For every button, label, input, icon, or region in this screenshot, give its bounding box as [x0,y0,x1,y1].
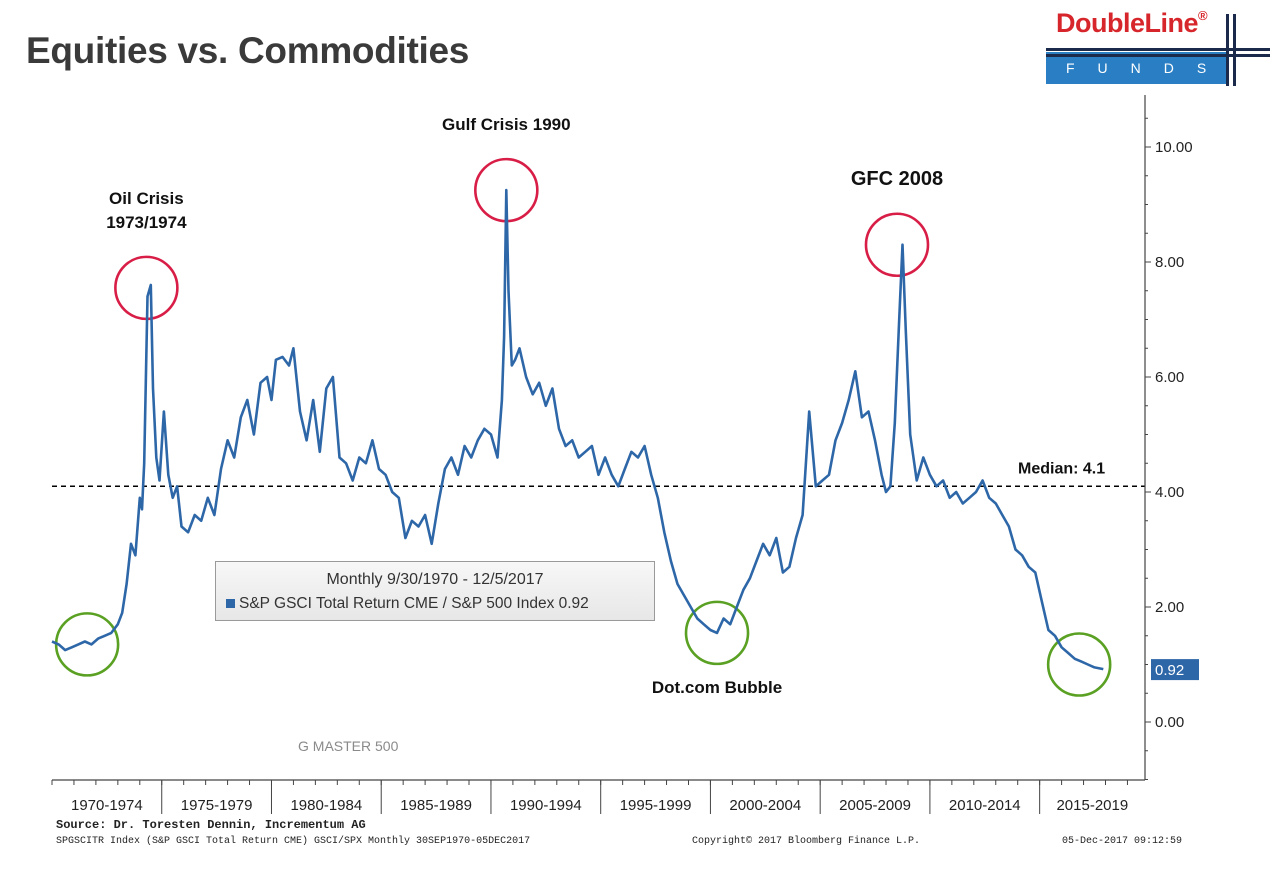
x-tick-label: 1995-1999 [620,797,692,814]
logo-vline-2 [1233,14,1236,86]
last-value-label: 0.92 [1155,662,1184,679]
x-tick-label: 2000-2004 [729,797,801,814]
page-title: Equities vs. Commodities [26,30,470,71]
annotation-label: Oil Crisis [109,189,184,208]
annotation-label: 1973/1974 [106,213,187,232]
legend-box: Monthly 9/30/1970 - 12/5/2017 S&P GSCI T… [215,561,655,621]
y-tick-label: 2.00 [1155,599,1184,616]
copyright: Copyright© 2017 Bloomberg Finance L.P. [692,836,921,847]
median-label: Median: 4.1 [1018,460,1105,477]
trough-circle [1046,632,1112,697]
logo-funds: FUNDS [1066,60,1230,76]
logo-vline-1 [1226,14,1229,86]
x-tick-label: 2005-2009 [839,797,911,814]
logo-registered-mark: ® [1198,8,1208,23]
x-tick-label: 1985-1989 [400,797,472,814]
y-tick-label: 4.00 [1155,484,1184,501]
series-code: SPGSCITR Index (S&P GSCI Total Return CM… [56,836,531,847]
logo-hline-1 [1046,48,1270,51]
x-tick-label: 2015-2019 [1056,797,1128,814]
annotation-label: Dot.com Bubble [652,678,782,697]
y-tick-label: 6.00 [1155,369,1184,386]
x-tick-label: 2010-2014 [949,797,1021,814]
y-tick-label: 10.00 [1155,139,1193,156]
legend-entry: S&P GSCI Total Return CME / S&P 500 Inde… [239,595,589,612]
x-tick-label: 1970-1974 [71,797,143,814]
legend-swatch [226,599,235,608]
y-tick-label: 0.00 [1155,714,1184,731]
datestamp: 05-Dec-2017 09:12:59 [1062,836,1183,847]
logo-hline-2 [1046,54,1270,57]
series-line [51,188,1104,671]
peak-circle [864,212,930,278]
logo-brand: DoubleLine [1056,8,1199,38]
watermark: G MASTER 500 [298,738,399,754]
trough-circle [54,612,120,677]
annotation-label: GFC 2008 [851,168,943,190]
x-tick-label: 1990-1994 [510,797,582,814]
y-tick-label: 8.00 [1155,254,1184,271]
x-tick-label: 1980-1984 [290,797,362,814]
annotation-label: Gulf Crisis 1990 [442,115,571,134]
x-tick-label: 1975-1979 [181,797,253,814]
doubleline-logo: DoubleLine® FUNDS [1046,8,1270,86]
legend-title: Monthly 9/30/1970 - 12/5/2017 [326,571,544,588]
logo-bar [1046,52,1226,84]
source-note: Source: Dr. Toresten Dennin, Incrementum… [56,818,366,832]
trough-circle [684,600,750,666]
last-value-tag: 0.92 [1151,659,1199,681]
